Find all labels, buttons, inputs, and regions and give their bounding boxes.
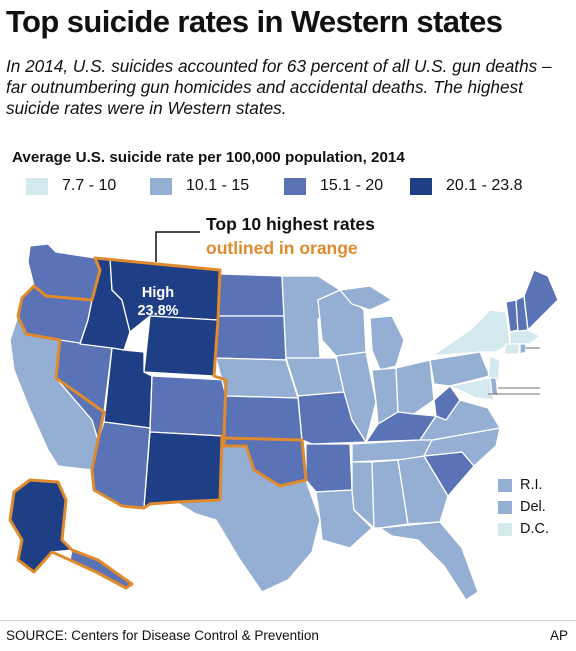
legend-label: 20.1 - 23.8 — [446, 177, 523, 194]
small-state-swatch — [498, 478, 512, 492]
color-legend: 7.7 - 10 10.1 - 15 15.1 - 20 20.1 - 23.8 — [12, 175, 572, 199]
state-michigan — [369, 315, 405, 371]
legend-swatch — [26, 177, 48, 195]
legend-label: 15.1 - 20 — [320, 177, 384, 194]
state-new-jersey — [487, 355, 501, 385]
state-maine — [523, 269, 559, 331]
legend-label: 7.7 - 10 — [62, 177, 117, 194]
state-new-york — [431, 309, 511, 357]
high-label-line2: 23.8% — [137, 303, 179, 319]
state-ohio — [395, 359, 435, 415]
small-state-de: Del. — [498, 496, 549, 518]
state-wyoming — [143, 315, 219, 377]
small-state-label: Del. — [520, 499, 546, 515]
state-south-dakota — [215, 315, 287, 361]
legend-item-low: 7.7 - 10 — [26, 175, 116, 197]
subtitle: In 2014, U.S. suicides accounted for 63 … — [6, 56, 552, 118]
state-kansas — [223, 395, 303, 441]
state-florida — [379, 521, 479, 601]
state-maryland — [449, 377, 495, 401]
top10-outline-alaska — [8, 478, 134, 590]
page-title: Top suicide rates in Western states — [6, 4, 503, 39]
source-note: SOURCE: Centers for Disease Control & Pr… — [6, 628, 319, 643]
state-north-dakota — [217, 273, 285, 317]
small-state-dc: D.C. — [498, 518, 549, 540]
alaska-panhandle — [69, 549, 133, 589]
state-connecticut — [503, 343, 521, 355]
small-state-label: D.C. — [520, 521, 549, 537]
callout-title: Top 10 highest rates — [206, 214, 375, 234]
legend-swatch — [150, 177, 172, 195]
footer-divider — [0, 620, 576, 621]
small-state-label: R.I. — [520, 477, 543, 493]
state-new-mexico — [143, 431, 223, 509]
legend-swatch — [410, 177, 432, 195]
high-label-line1: High — [141, 285, 175, 301]
legend-item-mid-low: 10.1 - 15 — [150, 175, 249, 197]
high-label: High 23.8% — [108, 284, 208, 320]
legend-swatch — [284, 177, 306, 195]
state-west-virginia — [433, 385, 461, 421]
callout-subtitle: outlined in orange — [206, 238, 358, 258]
state-mississippi — [351, 461, 375, 529]
small-state-ri: R.I. — [498, 474, 549, 496]
top10-outline-oklahoma — [222, 436, 308, 488]
legend-item-mid-high: 15.1 - 20 — [284, 175, 383, 197]
callout-bracket — [155, 231, 200, 262]
state-delaware — [489, 377, 499, 397]
state-nebraska — [215, 357, 299, 399]
us-map — [8, 231, 559, 601]
legend-item-high: 20.1 - 23.8 — [410, 175, 523, 197]
legend-title: Average U.S. suicide rate per 100,000 po… — [12, 149, 405, 166]
small-state-swatch — [498, 522, 512, 536]
state-massachusetts — [509, 329, 541, 345]
legend-label: 10.1 - 15 — [186, 177, 250, 194]
small-states-legend: R.I. Del. D.C. — [498, 474, 549, 540]
state-michigan-up — [339, 285, 393, 311]
top10-outline-west — [16, 256, 228, 510]
credit: AP — [549, 628, 568, 643]
state-arkansas — [305, 443, 353, 493]
state-georgia — [397, 455, 449, 525]
small-state-swatch — [498, 500, 512, 514]
state-colorado — [149, 375, 227, 437]
state-rhode-island — [519, 343, 527, 355]
